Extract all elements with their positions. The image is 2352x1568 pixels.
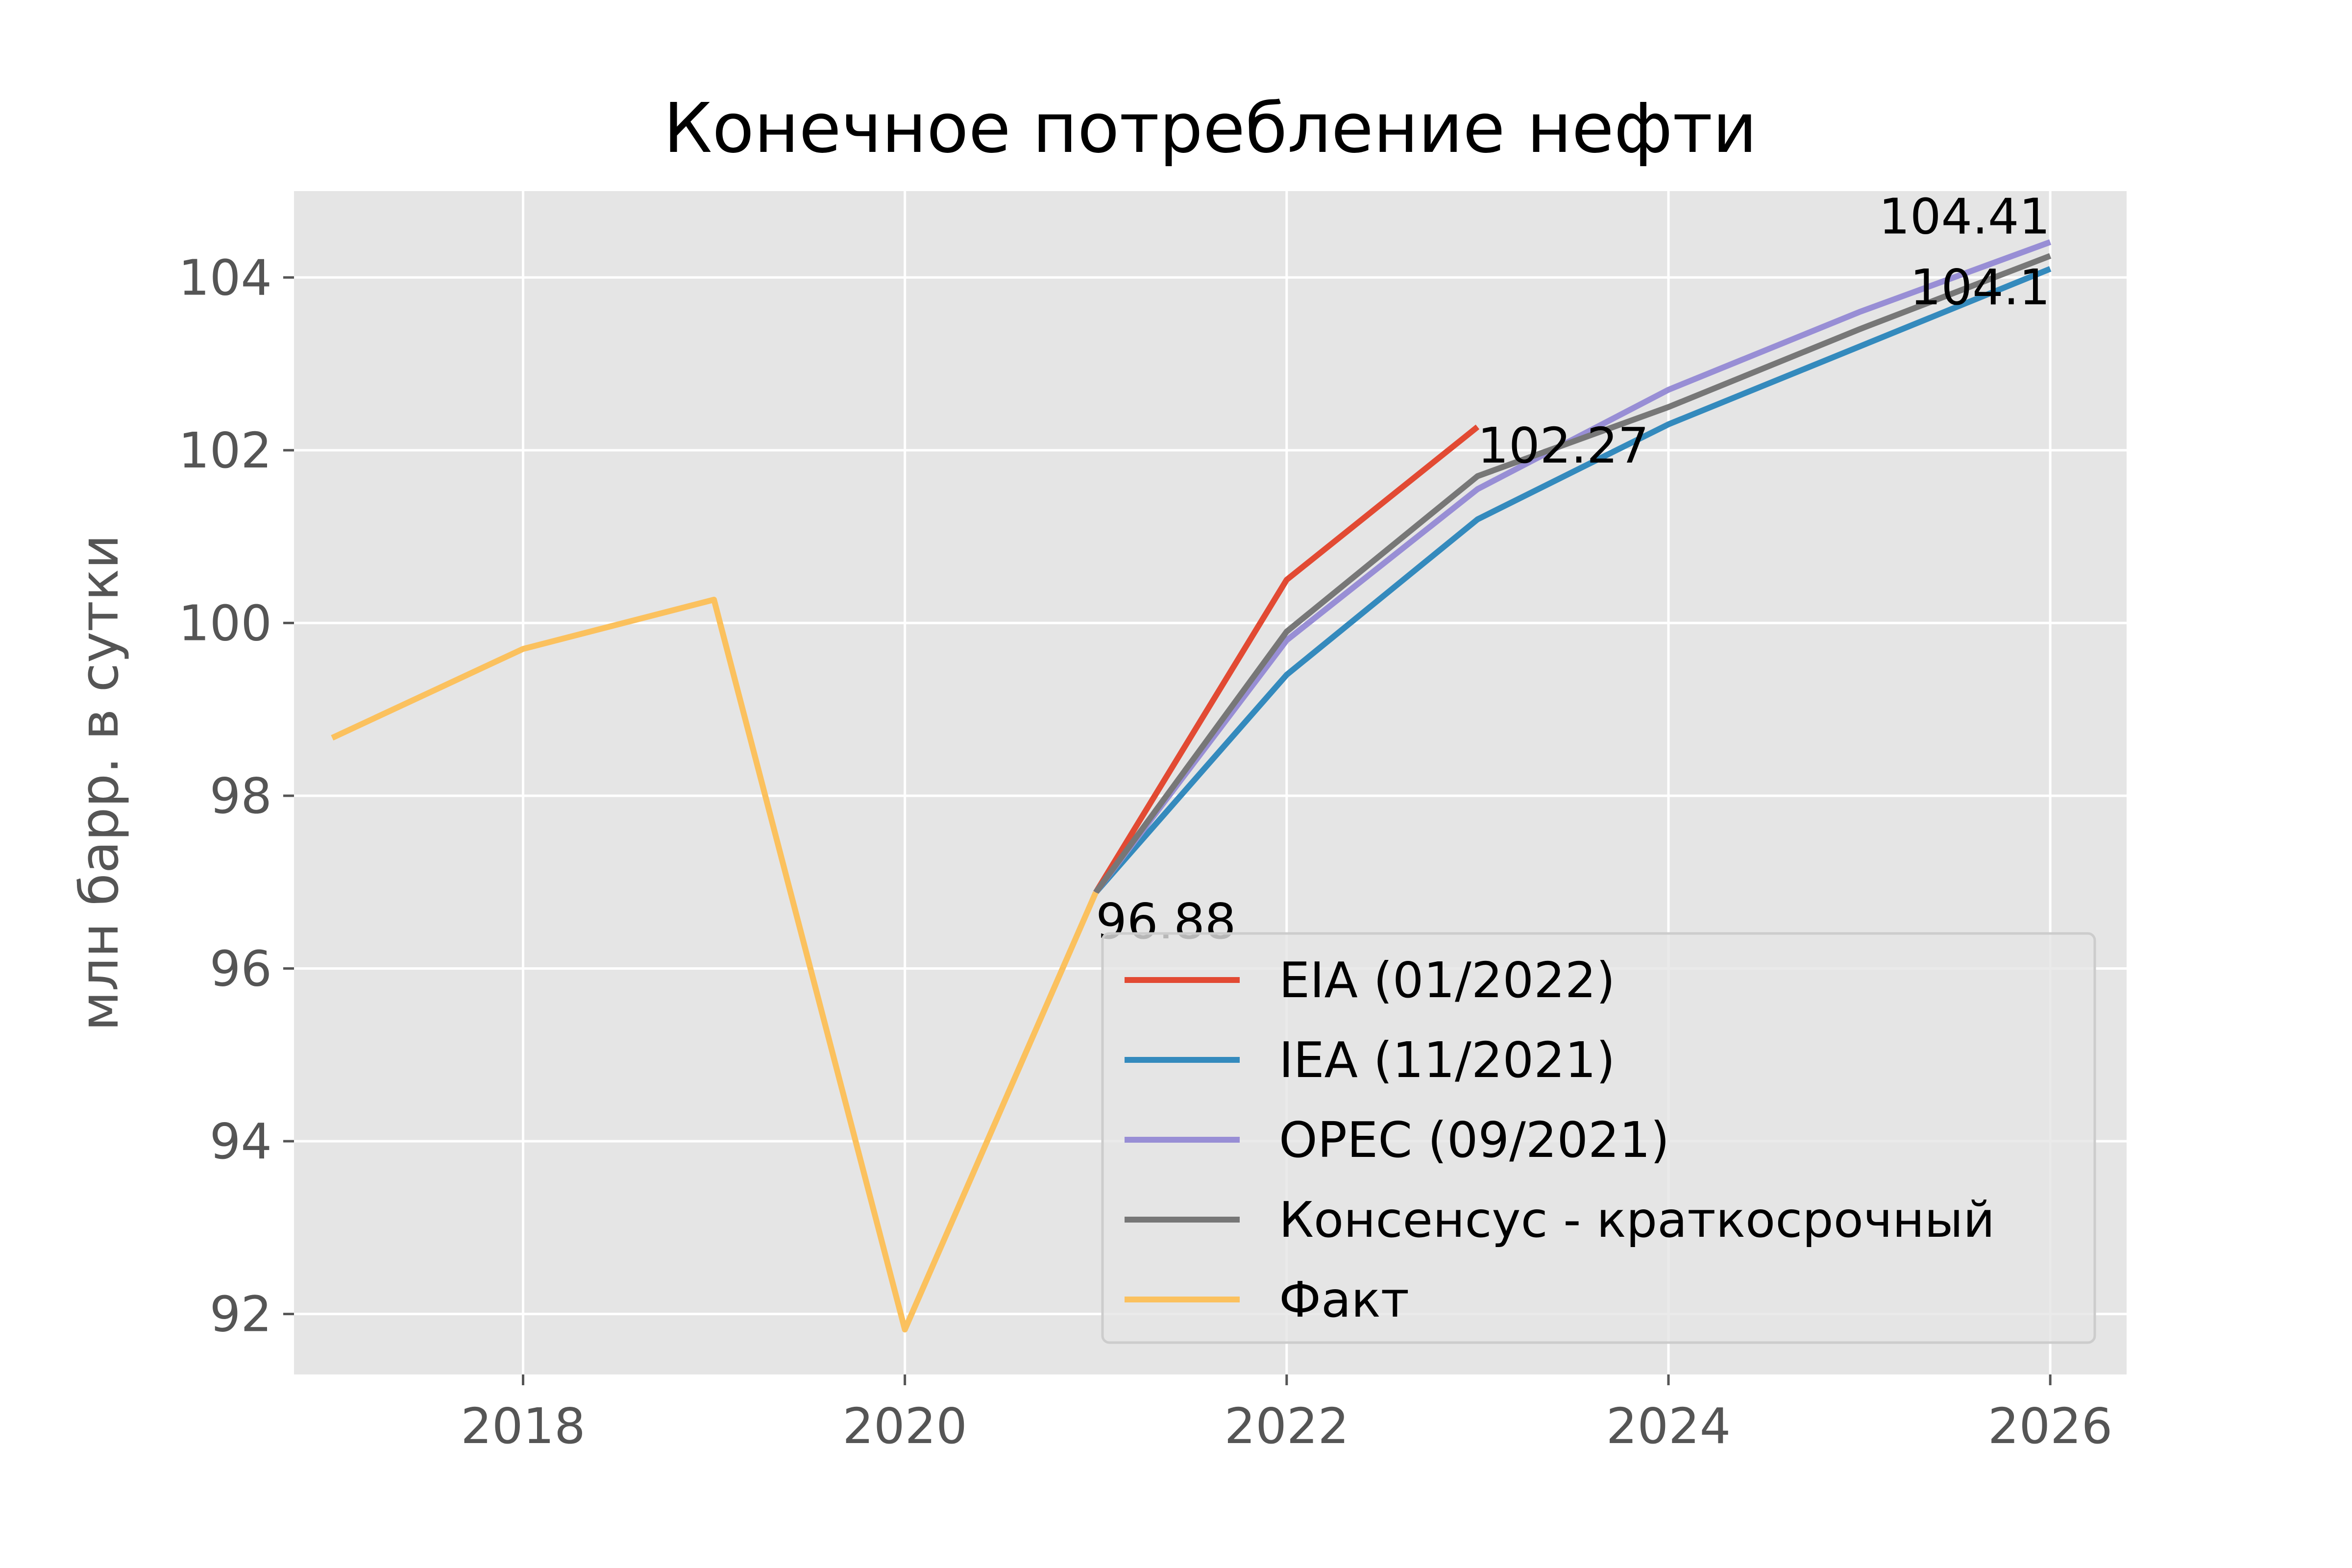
legend-item[interactable]: Факт — [1125, 1271, 1409, 1328]
legend-label: Консенсус - краткосрочный — [1279, 1191, 1995, 1249]
legend-label: OPEC (09/2021) — [1279, 1111, 1669, 1169]
x-tick-label: 2020 — [842, 1397, 967, 1455]
series-line-0 — [1093, 424, 1480, 894]
y-tick-label: 102 — [178, 422, 272, 479]
legend-label: IEA (11/2021) — [1279, 1031, 1615, 1089]
legend-label: Факт — [1279, 1271, 1409, 1328]
legend-item[interactable]: IEA (11/2021) — [1125, 1031, 1615, 1089]
chart-title: Конечное потребление нефти — [663, 89, 1757, 169]
legend-item[interactable]: EIA (01/2022) — [1125, 952, 1615, 1009]
legend-item[interactable]: Консенсус - краткосрочный — [1125, 1191, 1995, 1249]
legend[interactable]: EIA (01/2022) IEA (11/2021) OPEC (09/2021)… — [1101, 932, 2096, 1344]
y-tick-label: 100 — [178, 594, 272, 652]
legend-item[interactable]: OPEC (09/2021) — [1125, 1111, 1669, 1169]
legend-label: EIA (01/2022) — [1279, 952, 1615, 1009]
y-axis-ticks: 92 94 96 98 100 102 104 — [178, 249, 294, 1343]
y-tick-label: 104 — [178, 249, 272, 306]
y-tick-label: 96 — [210, 940, 272, 997]
series-line-3 — [1093, 253, 2052, 894]
x-axis-ticks: 2018 2020 2022 2024 2026 — [461, 1374, 2112, 1455]
y-tick-label: 98 — [210, 767, 272, 825]
legend-frame — [1101, 932, 2096, 1344]
series-line-1 — [1093, 266, 2052, 895]
series-lines — [331, 239, 2052, 1333]
data-label: 104.1 — [1910, 259, 2050, 316]
y-tick-label: 94 — [210, 1113, 272, 1170]
y-tick-label: 92 — [210, 1286, 272, 1343]
series-line-4 — [331, 596, 1099, 1333]
x-tick-label: 2018 — [461, 1397, 586, 1455]
x-tick-label: 2026 — [1988, 1397, 2113, 1455]
x-tick-label: 2024 — [1606, 1397, 1731, 1455]
data-label: 104.41 — [1879, 188, 2050, 245]
x-tick-label: 2022 — [1225, 1397, 1349, 1455]
data-label: 102.27 — [1477, 417, 1649, 474]
y-axis-label: млн барр. в сутки — [69, 535, 130, 1031]
